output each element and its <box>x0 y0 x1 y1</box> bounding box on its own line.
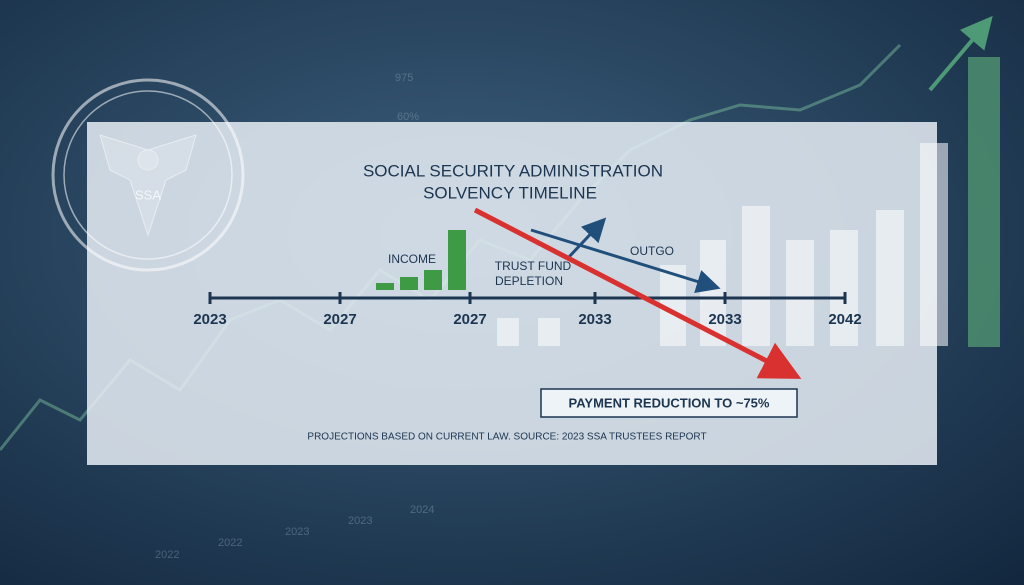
bg-label: 2022 <box>155 549 179 561</box>
seal-label: SSA <box>135 187 161 202</box>
title-line: SOLVENCY TIMELINE <box>423 183 597 202</box>
timeline-label: 2023 <box>193 311 226 328</box>
timeline-label: 2027 <box>453 311 486 328</box>
bg-label: 2024 <box>410 504 434 516</box>
decline-arrow <box>473 207 802 379</box>
title-line: SOCIAL SECURITY ADMINISTRATION <box>363 161 663 180</box>
bg-label: 2022 <box>218 537 242 549</box>
trust-fund-label: TRUST FUND <box>495 259 572 273</box>
trust-arrow <box>566 217 607 260</box>
timeline-label: 2027 <box>323 311 356 328</box>
bg-label: 2023 <box>285 526 309 538</box>
bg-label: 2023 <box>348 515 372 527</box>
background-labels: 975 60% 2022 2022 2023 2023 2024 <box>155 72 434 561</box>
outgo-arrow <box>530 228 721 294</box>
bg-label: 60% <box>397 111 419 123</box>
income-label: INCOME <box>388 252 436 266</box>
background-bar <box>968 57 1000 347</box>
timeline-label: 2033 <box>578 311 611 328</box>
callout-box <box>540 388 798 418</box>
trust-fund-label: DEPLETION <box>495 274 563 288</box>
callout: PAYMENT REDUCTION TO ~75% <box>569 395 770 410</box>
income-bars <box>376 230 466 290</box>
outgo-label: OUTGO <box>630 244 674 258</box>
timeline-label: 2033 <box>708 311 741 328</box>
bg-label: 975 <box>395 72 413 84</box>
seal <box>51 78 245 272</box>
timeline-label: 2042 <box>828 311 861 328</box>
timeline: 2023 2027 2027 2033 2033 2042 <box>193 292 862 328</box>
footnote: PROJECTIONS BASED ON CURRENT LAW. SOURCE… <box>307 432 706 443</box>
background-arrow <box>928 15 993 92</box>
faded-bars <box>497 143 948 346</box>
